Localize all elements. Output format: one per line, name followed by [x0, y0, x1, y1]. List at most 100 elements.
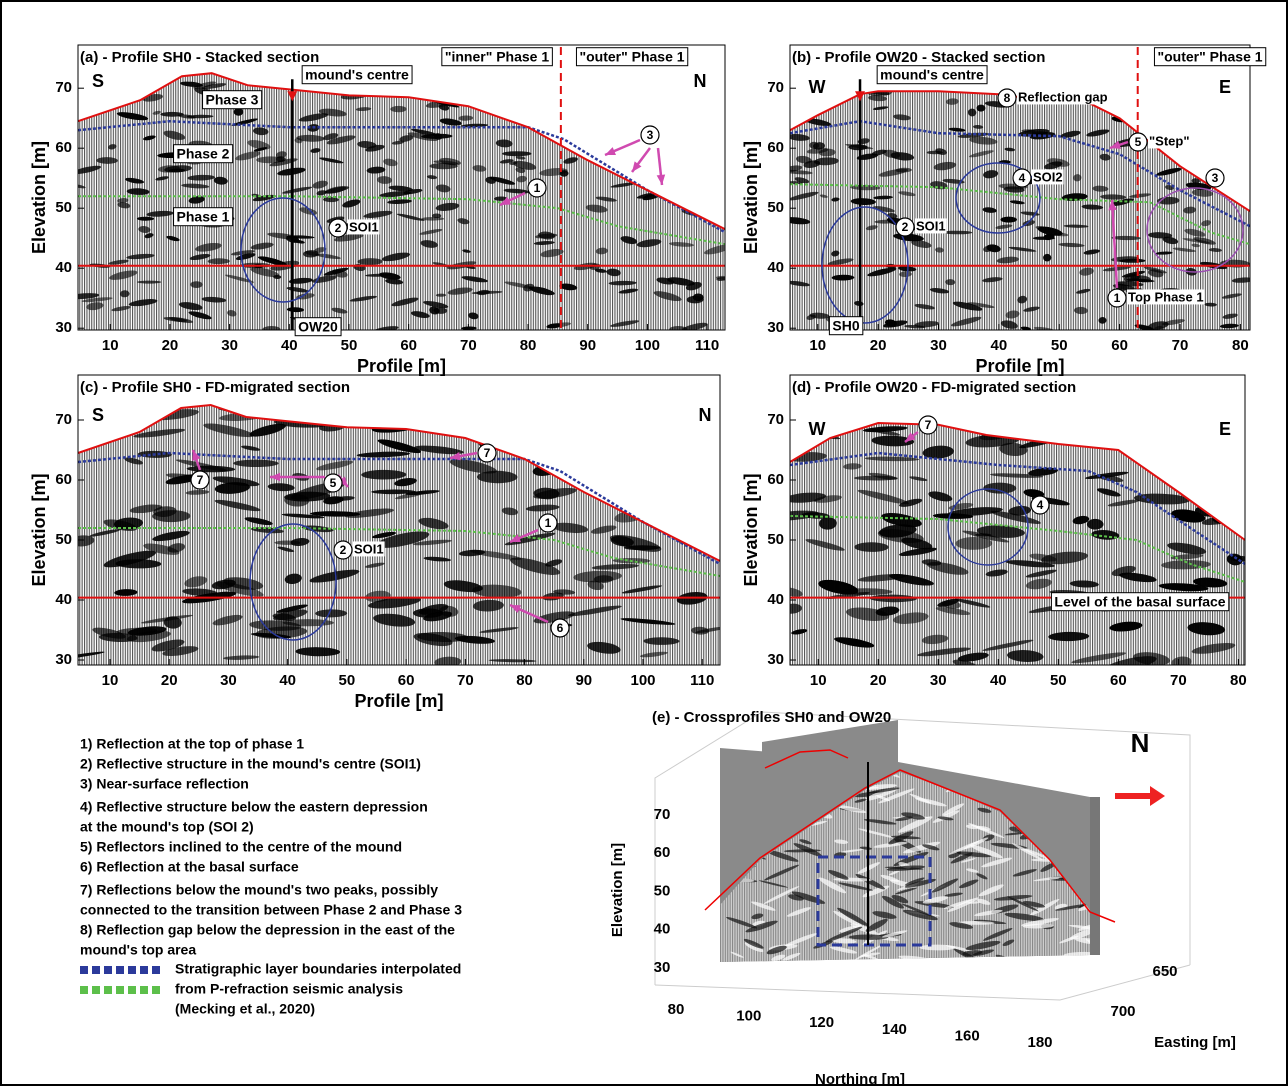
reflection — [595, 196, 617, 202]
reflection — [418, 517, 449, 530]
reflection — [585, 204, 608, 213]
legend-text: 3) Near-surface reflection — [80, 776, 249, 792]
reflection — [1071, 652, 1127, 664]
reflection — [331, 269, 348, 278]
reflection — [1005, 560, 1056, 568]
x-tick-label: 30 — [220, 672, 237, 689]
reflection — [814, 157, 839, 166]
reflection — [212, 614, 243, 626]
y-tick-label: 30 — [767, 319, 784, 336]
reflection — [1219, 323, 1239, 329]
reflection — [241, 445, 261, 451]
reflection — [898, 816, 933, 833]
y-tick-label: 40 — [55, 591, 72, 608]
reflection — [435, 184, 451, 193]
y-tick-label: 70 — [767, 79, 784, 96]
reflection — [188, 196, 205, 204]
reflection — [269, 158, 298, 167]
reflection — [878, 168, 908, 177]
reflection — [1007, 650, 1044, 662]
reflection — [862, 426, 908, 433]
reflection — [494, 196, 508, 201]
reflection — [195, 242, 222, 252]
reflection — [78, 293, 100, 300]
reflection — [1078, 899, 1090, 911]
reflection — [1084, 471, 1129, 480]
reflection — [140, 614, 194, 624]
reflection — [594, 268, 607, 273]
reflection — [914, 304, 935, 310]
reflection — [185, 490, 210, 495]
x-tick-label: 140 — [882, 1021, 907, 1038]
reflection — [843, 463, 862, 470]
reflection — [224, 274, 255, 283]
reflection — [1183, 206, 1197, 214]
reflection — [873, 195, 893, 200]
label-box — [353, 541, 385, 557]
reflection — [476, 470, 518, 484]
reflection — [449, 459, 497, 474]
reflection — [845, 607, 890, 621]
reflection — [1107, 499, 1140, 507]
reflection — [1012, 869, 1037, 877]
reflection — [962, 950, 983, 957]
y-tick-label: 60 — [55, 471, 72, 488]
centre-arrow — [287, 91, 298, 102]
reflection — [758, 880, 788, 888]
reflection — [1172, 247, 1197, 252]
reflection — [904, 879, 937, 888]
reflection — [937, 598, 959, 607]
reflection — [1078, 924, 1090, 931]
reflection — [850, 198, 876, 206]
reflection — [314, 247, 327, 253]
reflection — [871, 435, 915, 447]
reflection — [247, 140, 271, 150]
reflection — [177, 114, 196, 119]
reflection — [379, 191, 412, 198]
reflection — [996, 256, 1019, 264]
reflection — [1079, 267, 1094, 276]
reflection — [124, 457, 144, 465]
reflection — [1058, 242, 1085, 248]
reflection — [439, 118, 462, 126]
layer-boundary — [78, 527, 721, 577]
reflection — [993, 895, 1033, 901]
reflection — [433, 307, 448, 314]
reflection — [244, 517, 273, 525]
reflection — [533, 487, 577, 499]
reflection — [976, 104, 986, 112]
layer-boundary — [78, 195, 726, 246]
reflection — [1022, 900, 1046, 908]
reflection — [790, 280, 811, 287]
annotation-number: 4 — [1037, 498, 1044, 512]
reflection — [81, 297, 113, 303]
soi-outline — [821, 206, 909, 324]
reflection — [937, 816, 954, 821]
crossprofile-3d: N (e) - Crossprofiles SH0 and OW20 Eleva… — [609, 709, 1236, 1086]
reflection — [1073, 174, 1082, 182]
reflection — [553, 589, 576, 595]
y-tick-label: 40 — [767, 591, 784, 608]
x-tick-label: 10 — [809, 337, 826, 354]
reflection — [1191, 189, 1214, 197]
pointer-head — [1108, 200, 1117, 211]
x-tick-label: 70 — [460, 337, 477, 354]
reflection — [790, 169, 813, 175]
reflection — [809, 141, 819, 149]
reflection — [1171, 509, 1206, 523]
reflection — [819, 517, 837, 530]
panel: 30 40 50 60 70 10 20 30 40 50 60 70 80 (b) - Profile … — [741, 44, 1267, 376]
reflection — [1002, 939, 1015, 947]
reflection — [284, 494, 310, 507]
reflection — [296, 134, 325, 142]
reflection — [391, 140, 405, 145]
y-tick-label: 70 — [55, 411, 72, 428]
y-axis-label: Elevation [m] — [741, 473, 761, 586]
reflection — [334, 496, 355, 501]
reflection — [325, 186, 350, 194]
reflection — [839, 925, 860, 933]
reflection — [656, 277, 675, 285]
x-tick-label: 20 — [162, 337, 179, 354]
label-box — [173, 144, 234, 164]
reflection — [489, 176, 516, 185]
